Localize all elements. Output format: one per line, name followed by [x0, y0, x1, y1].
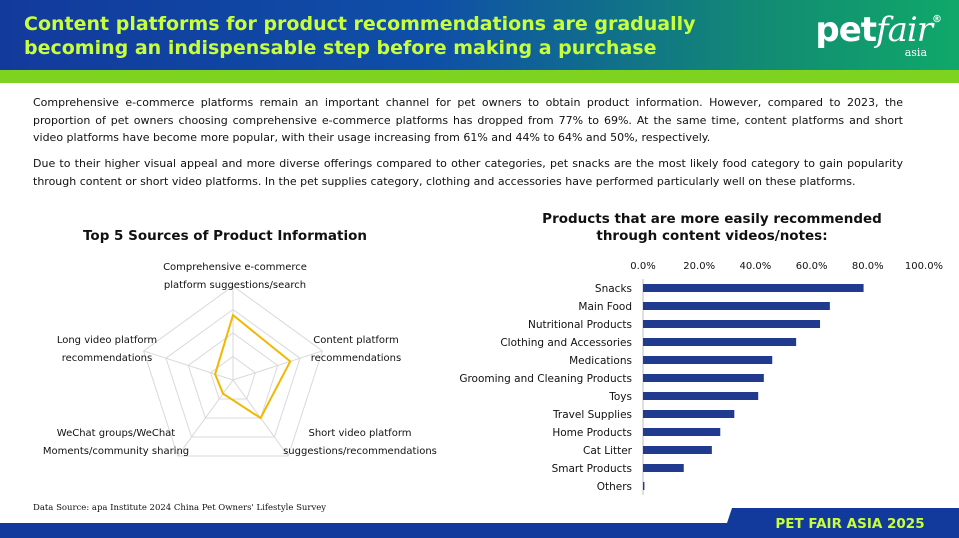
bar-clothing-and-accessories [643, 338, 797, 346]
bar-nutritional-products [643, 320, 821, 328]
footer-label: PET FAIR ASIA 2025 [775, 516, 925, 532]
logo-sub: asia [904, 46, 927, 59]
accent-bar [0, 70, 959, 83]
x-tick-label: 80.0% [852, 261, 884, 272]
x-tick-label: 0.0% [630, 261, 655, 272]
bar-cat-litter [643, 446, 712, 454]
radar-spoke [177, 379, 234, 457]
logo-reg: ® [932, 14, 942, 25]
radar-label-wechat: WeChat groups/WeChat Moments/community s… [42, 428, 190, 457]
bar-chart: 0.0% 20.0% 40.0% 60.0% 80.0% 100.0% Snacks Main… [459, 261, 943, 495]
radar-series-line [214, 313, 292, 420]
x-tick-label: 100.0% [905, 261, 943, 272]
radar-chart-title: Top 5 Sources of Product Information [83, 228, 367, 244]
bar-home-products [643, 428, 721, 436]
bar-smart-products [643, 464, 684, 472]
radar-label-long-video: Long video platform recommendations [56, 335, 158, 364]
bar-medications [643, 356, 773, 364]
radar-grid-ring [165, 308, 301, 438]
x-tick-label: 60.0% [796, 261, 828, 272]
category-label: Toys [608, 391, 632, 403]
bar-toys [643, 392, 759, 400]
category-label: Main Food [578, 301, 632, 313]
data-source: Data Source: apa Institute 2024 China Pe… [33, 503, 327, 513]
category-label: Nutritional Products [528, 319, 632, 331]
x-tick-label: 40.0% [740, 261, 772, 272]
logo-italic: fair [876, 10, 933, 50]
category-label: Cat Litter [583, 445, 633, 457]
radar-label-ecommerce: Comprehensive e-commerce platform sugges… [163, 262, 307, 291]
radar-grid-ring [143, 285, 323, 457]
x-tick-label: 20.0% [683, 261, 715, 272]
radar-label-content: Content platform recommendations [310, 335, 402, 364]
category-label: Medications [569, 355, 632, 367]
footer-tab [722, 508, 959, 538]
category-label: Smart Products [552, 463, 632, 475]
category-label: Clothing and Accessories [500, 337, 632, 349]
radar-chart [143, 285, 323, 457]
radar-label-short-video: Short video platform suggestions/recomme… [283, 428, 437, 457]
bar-others [643, 482, 645, 490]
petfair-logo: petfair® asia [815, 10, 942, 59]
bar-main-food [643, 302, 830, 310]
page-title: Content platforms for product recommenda… [24, 13, 696, 59]
logo-main: pet [815, 10, 877, 50]
bar-grooming-and-cleaning-products [643, 374, 764, 382]
radar-spoke [143, 350, 234, 381]
bar-snacks [643, 284, 864, 292]
category-label: Grooming and Cleaning Products [459, 373, 632, 385]
bar-travel-supplies [643, 410, 735, 418]
category-label: Home Products [552, 427, 632, 439]
radar-spoke [232, 350, 323, 381]
bar-chart-title: Products that are more easily recommende… [542, 211, 882, 244]
header-banner [0, 0, 959, 70]
category-label: Travel Supplies [552, 409, 632, 421]
category-label: Others [597, 481, 632, 493]
paragraph-2: Due to their higher visual appeal and mo… [33, 157, 903, 188]
category-label: Snacks [595, 283, 632, 295]
radar-grid-ring [187, 332, 279, 419]
footer-bar [0, 523, 959, 538]
paragraph-1: Comprehensive e-commerce platforms remai… [33, 96, 903, 144]
